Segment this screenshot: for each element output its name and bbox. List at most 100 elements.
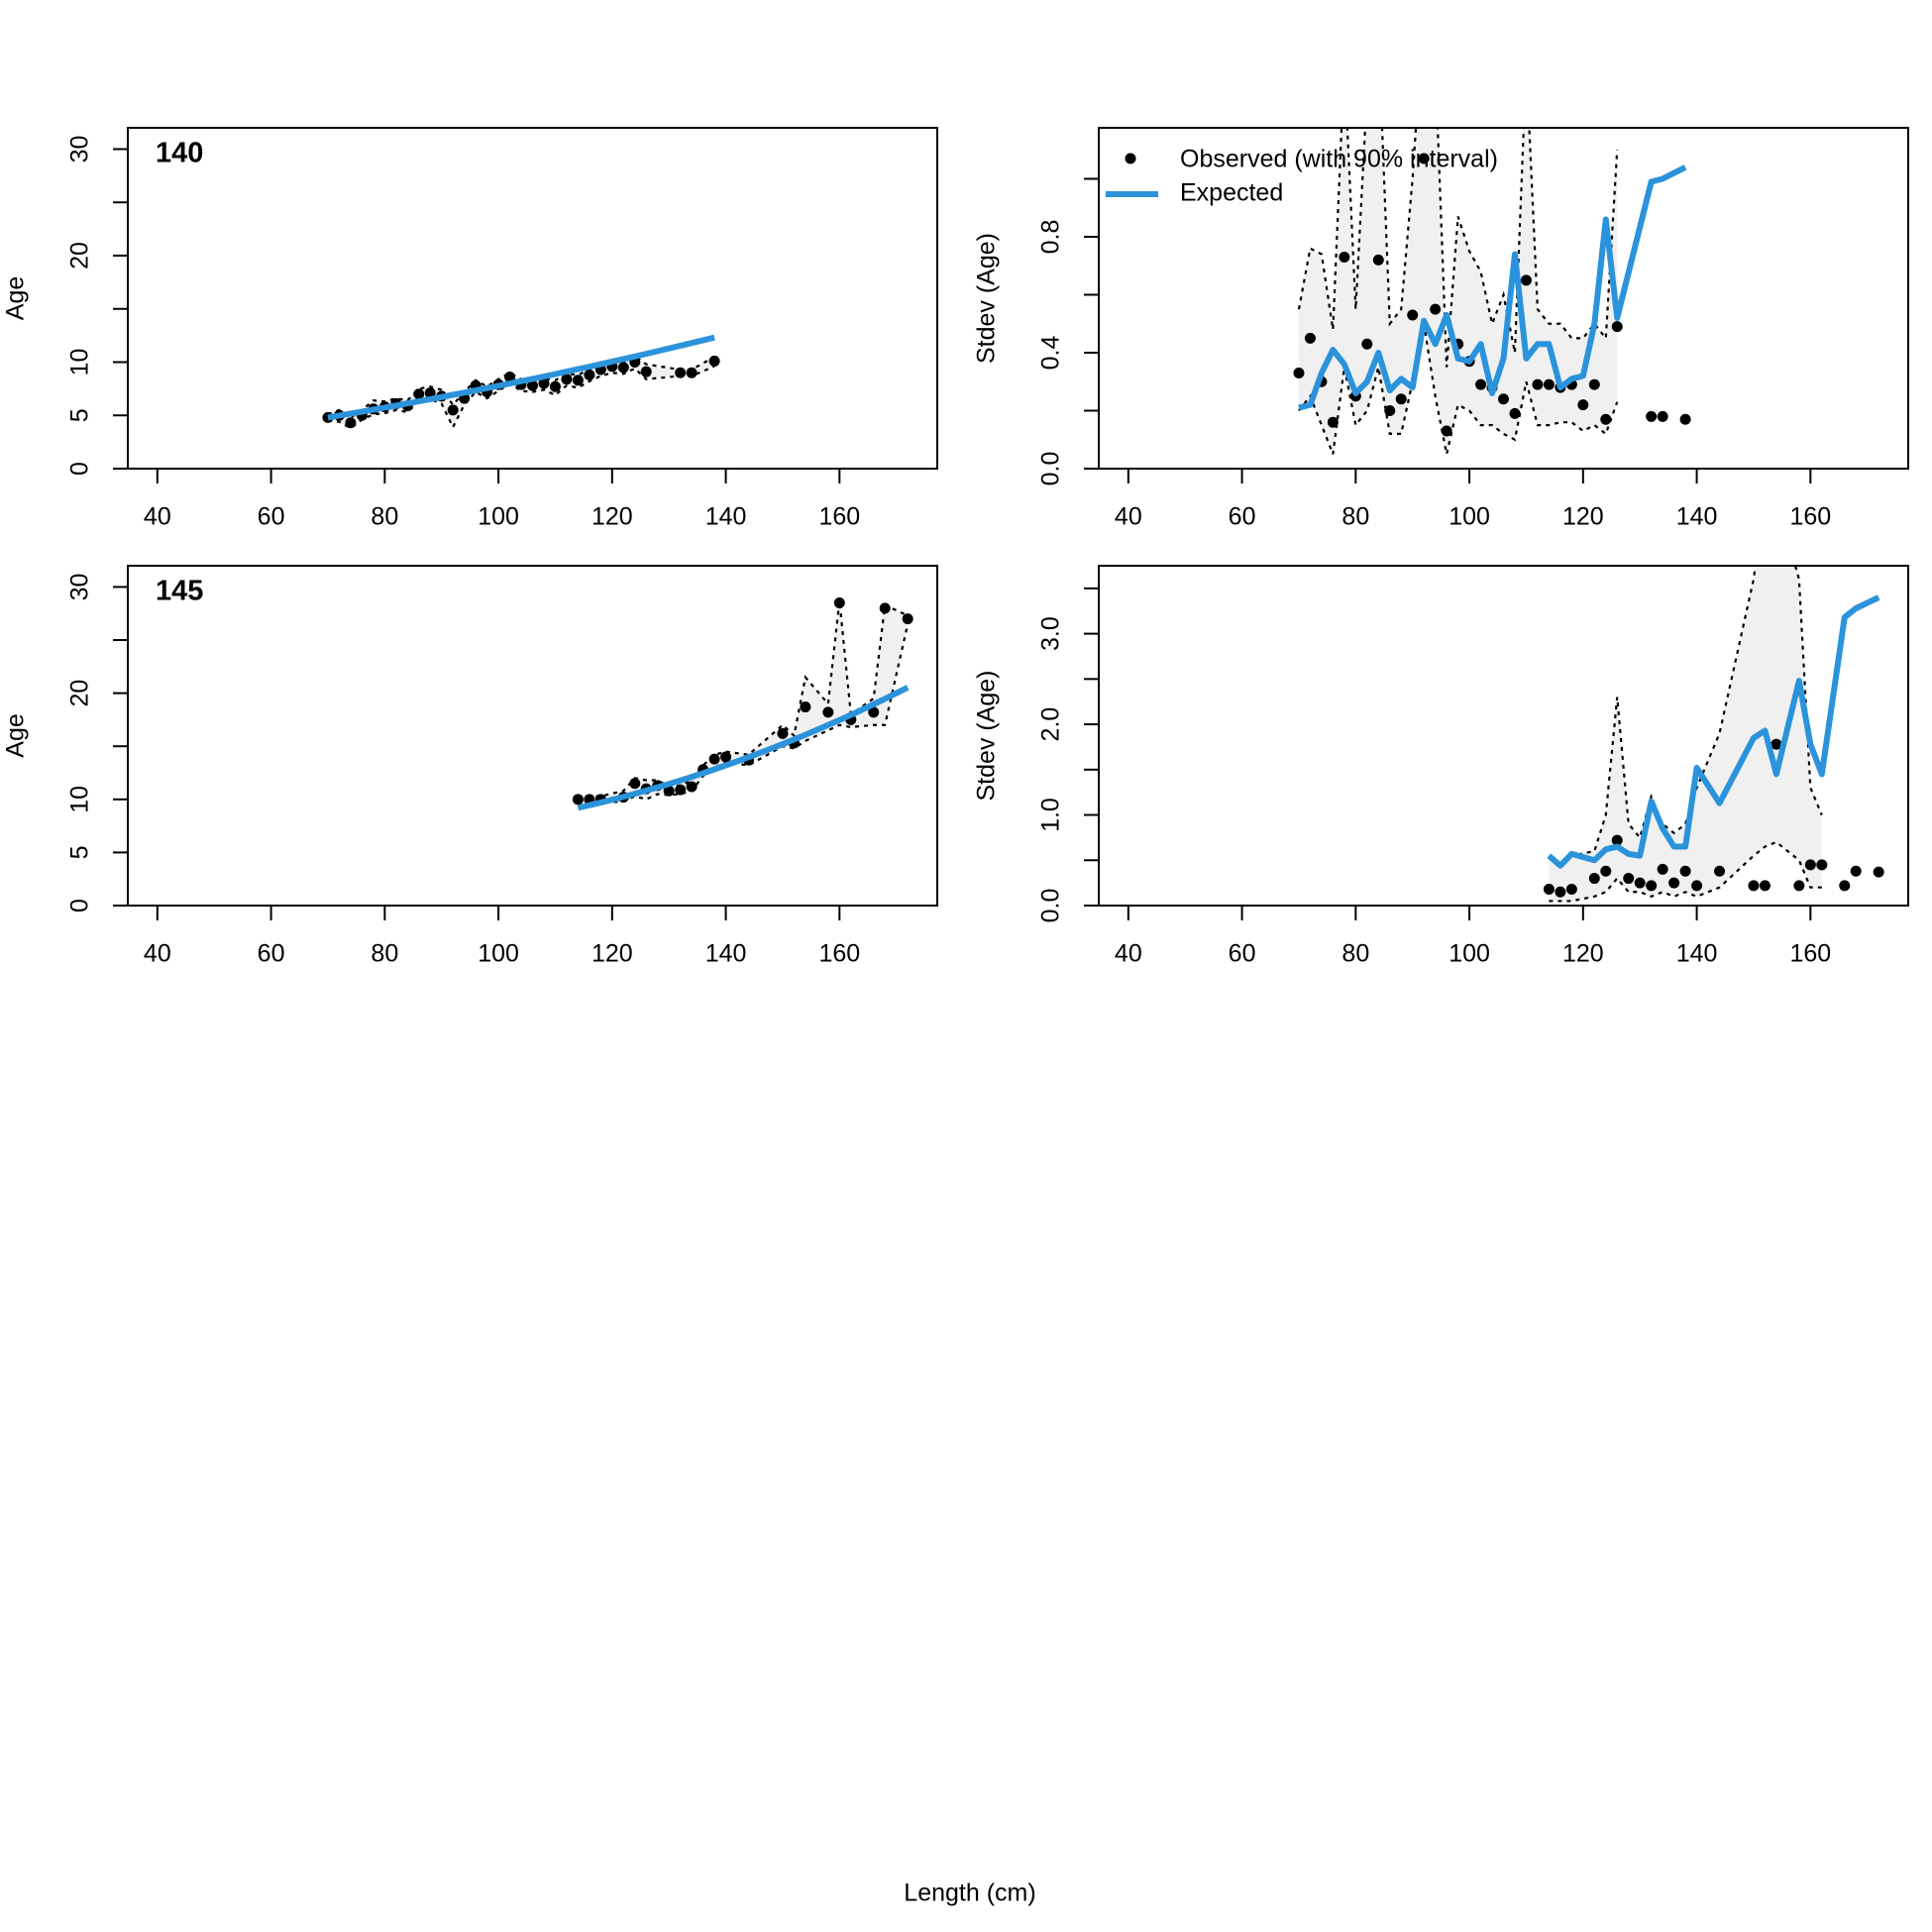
observed-point [538, 377, 550, 389]
observed-point [1646, 880, 1658, 892]
x-tick-label: 160 [1789, 503, 1831, 531]
y-axis-label: Stdev (Age) [973, 233, 1001, 364]
y-tick-label: 10 [66, 786, 94, 813]
observed-point [1611, 834, 1623, 846]
observed-point [675, 784, 687, 796]
x-tick-label: 160 [1789, 940, 1831, 968]
x-tick-label: 40 [144, 503, 171, 531]
observed-point [1816, 859, 1828, 871]
observed-point [686, 367, 698, 378]
observed-point [1339, 251, 1350, 263]
y-tick-label: 0.0 [1037, 889, 1065, 923]
x-tick-label: 160 [818, 940, 860, 968]
x-tick-label: 80 [1342, 503, 1369, 531]
legend-label: Expected [1180, 179, 1283, 207]
observed-point [1623, 873, 1635, 885]
expected-line [327, 334, 715, 421]
observed-point [879, 602, 891, 614]
expected-line [577, 685, 910, 811]
observed-point [1873, 866, 1884, 878]
observed-point [527, 379, 538, 391]
observed-point [1804, 859, 1816, 871]
observed-point [1839, 880, 1851, 892]
observed-point [1646, 410, 1658, 422]
legend-label: Observed (with 90% interval) [1180, 146, 1498, 173]
observed-point [675, 367, 687, 378]
interval-lower [1549, 840, 1822, 903]
y-tick-label: 1.0 [1037, 798, 1065, 832]
x-tick-label: 80 [371, 503, 398, 531]
observed-point [1543, 378, 1555, 390]
interval-lower [1298, 323, 1619, 455]
x-tick-label: 100 [478, 503, 519, 531]
y-tick-label: 20 [66, 242, 94, 269]
observed-point [572, 375, 584, 386]
x-tick-label: 120 [591, 940, 633, 968]
y-tick-label: 0.8 [1037, 220, 1065, 255]
plot-area [572, 597, 913, 811]
x-tick-label: 120 [1562, 503, 1604, 531]
observed-point [1577, 399, 1589, 411]
y-tick-label: 10 [66, 349, 94, 376]
interval-lower [327, 365, 715, 430]
observed-point [1657, 410, 1668, 422]
observed-point [663, 785, 675, 797]
observed-point [1520, 274, 1532, 286]
y-tick-label: 5 [66, 845, 94, 859]
observed-point [447, 404, 459, 416]
observed-point [1327, 416, 1339, 428]
observed-point [1600, 413, 1612, 425]
observed-point [413, 388, 425, 400]
observed-point [1509, 407, 1521, 419]
observed-point [584, 369, 595, 380]
observed-point [1600, 865, 1612, 877]
observed-point [640, 366, 652, 377]
x-tick-label: 60 [258, 940, 285, 968]
legend-symbol [1125, 153, 1136, 164]
y-tick-label: 0 [66, 899, 94, 912]
observed-point [1407, 309, 1419, 321]
observed-point [1759, 880, 1771, 892]
plot-area [322, 334, 720, 430]
x-tick-label: 100 [1449, 940, 1490, 968]
observed-point [1361, 338, 1373, 350]
observed-point [1475, 378, 1487, 390]
x-tick-label: 60 [1229, 503, 1256, 531]
observed-point [1611, 321, 1623, 333]
y-axis-label: Age [2, 713, 30, 757]
observed-point [572, 794, 584, 805]
observed-point [1748, 880, 1760, 892]
interval-shade [1298, 128, 1618, 455]
observed-point [1714, 865, 1726, 877]
x-tick-label: 40 [144, 940, 171, 968]
observed-point [777, 727, 789, 739]
expected-line [1298, 164, 1687, 411]
observed-point [629, 778, 641, 790]
y-tick-label: 30 [66, 136, 94, 163]
plot-area [1293, 128, 1691, 455]
observed-point [561, 374, 573, 385]
observed-point [1679, 865, 1691, 877]
interval-lower [578, 623, 910, 805]
interval-shade [1549, 566, 1822, 902]
y-axis-label: Stdev (Age) [973, 670, 1001, 801]
x-tick-label: 80 [371, 940, 398, 968]
observed-point [1430, 303, 1442, 315]
x-tick-label: 160 [818, 503, 860, 531]
observed-point [1668, 877, 1680, 889]
observed-point [1588, 378, 1600, 390]
panel-title: 140 [156, 138, 203, 169]
y-tick-label: 0.4 [1037, 336, 1065, 371]
x-tick-label: 40 [1115, 503, 1142, 531]
y-tick-label: 30 [66, 574, 94, 601]
observed-point [504, 372, 516, 383]
observed-point [1634, 877, 1646, 889]
observed-point [549, 380, 561, 392]
observed-point [800, 701, 811, 713]
observed-point [1372, 254, 1384, 266]
interval-upper [1297, 128, 1619, 368]
x-axis-label: Length (cm) [904, 1879, 1035, 1907]
x-tick-label: 140 [705, 503, 747, 531]
